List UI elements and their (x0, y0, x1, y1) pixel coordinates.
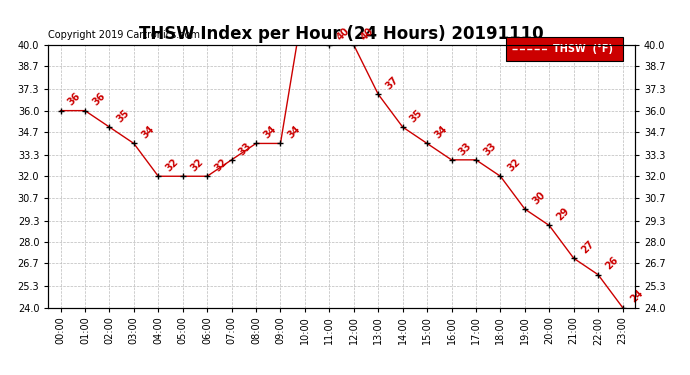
Text: 40: 40 (359, 26, 376, 42)
Text: 36: 36 (66, 91, 83, 108)
Text: 32: 32 (188, 157, 205, 174)
Text: 33: 33 (457, 141, 474, 157)
Text: 34: 34 (262, 124, 278, 141)
Text: 32: 32 (164, 157, 181, 174)
Text: 34: 34 (433, 124, 449, 141)
Text: Copyright 2019 Cartronics.com: Copyright 2019 Cartronics.com (48, 30, 200, 40)
Text: 33: 33 (237, 141, 254, 157)
Text: 34: 34 (286, 124, 303, 141)
Text: 30: 30 (531, 190, 547, 206)
Text: 33: 33 (482, 141, 498, 157)
Text: 37: 37 (384, 75, 400, 92)
Text: 32: 32 (506, 157, 522, 174)
Text: 26: 26 (604, 255, 620, 272)
Text: 43: 43 (0, 374, 1, 375)
Text: 40: 40 (335, 26, 351, 42)
Text: 32: 32 (213, 157, 229, 174)
Text: THSW  (°F): THSW (°F) (553, 44, 613, 54)
Title: THSW Index per Hour (24 Hours) 20191110: THSW Index per Hour (24 Hours) 20191110 (139, 26, 544, 44)
Text: 35: 35 (115, 108, 132, 124)
Text: 35: 35 (408, 108, 425, 124)
Text: 27: 27 (580, 239, 596, 255)
Text: 24: 24 (628, 288, 644, 305)
Text: 36: 36 (90, 91, 107, 108)
Text: 29: 29 (555, 206, 571, 223)
Text: 34: 34 (139, 124, 156, 141)
FancyBboxPatch shape (506, 37, 623, 61)
